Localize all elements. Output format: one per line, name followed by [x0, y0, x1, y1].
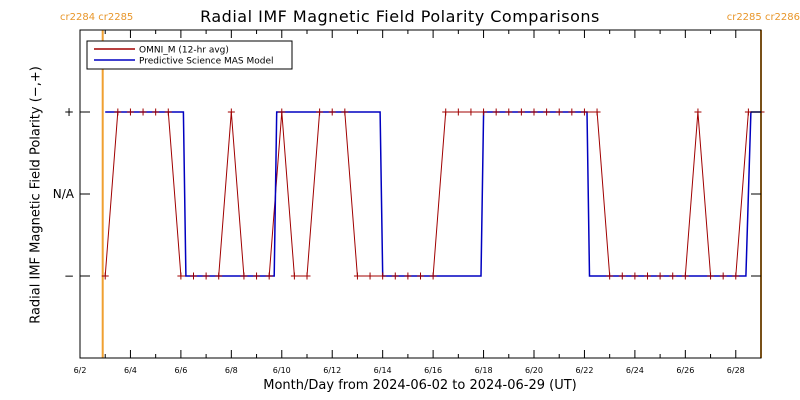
omni-data-point — [480, 108, 488, 116]
omni-data-point — [517, 108, 525, 116]
omni-data-point — [177, 272, 185, 280]
legend-box — [86, 40, 293, 70]
omni-data-point — [656, 272, 664, 280]
omni-data-point — [744, 108, 752, 116]
omni-data-point — [505, 108, 513, 116]
omni-data-point — [341, 108, 349, 116]
omni-data-point — [429, 272, 437, 280]
omni-data-point — [391, 272, 399, 280]
x-tick-label: 6/10 — [273, 366, 291, 375]
axis-ticks: 6/2 6/4 6/6 6/8 6/10 6/12 6/14 6/16 6/18 6/20 6/22… — [53, 30, 761, 375]
omni-data-point — [316, 108, 324, 116]
omni-data-point — [669, 272, 677, 280]
series-lines — [104, 111, 761, 277]
omni-data-point — [328, 108, 336, 116]
x-tick-label: 6/14 — [374, 366, 392, 375]
omni-data-point — [353, 272, 361, 280]
x-tick-label: 6/20 — [525, 366, 543, 375]
omni-data-point — [732, 272, 740, 280]
omni-data-point — [530, 108, 538, 116]
legend-label-model: Predictive Science MAS Model — [139, 57, 274, 67]
omni-data-point — [568, 108, 576, 116]
omni-data-point — [417, 272, 424, 280]
omni-data-point — [126, 108, 134, 116]
omni-data-point — [442, 108, 450, 116]
omni-data-point — [164, 108, 172, 116]
omni-data-point — [467, 108, 475, 116]
chart-title: Radial IMF Magnetic Field Polarity Compa… — [200, 7, 600, 26]
x-tick-label: 6/26 — [676, 366, 694, 375]
omni-data-point — [265, 272, 273, 280]
omni-data-point — [681, 272, 689, 280]
omni-data-point — [454, 108, 462, 116]
x-tick-label: 6/22 — [575, 366, 593, 375]
omni-data-point — [631, 272, 639, 280]
omni-data-point — [618, 272, 626, 280]
x-tick-label: 6/12 — [323, 366, 341, 375]
omni-data-point — [543, 108, 551, 116]
x-tick-label: 6/2 — [74, 366, 87, 375]
omni-data-point — [719, 272, 727, 280]
x-axis-label: Month/Day from 2024-06-02 to 2024-06-29 … — [263, 378, 577, 393]
omni-data-point — [290, 272, 298, 280]
plot-frame — [79, 29, 762, 359]
omni-data-point — [593, 108, 601, 116]
omni-data-point — [202, 272, 210, 280]
carrington-boundaries — [101, 30, 762, 358]
omni-data-point — [152, 108, 160, 116]
omni-data-point — [139, 108, 147, 116]
omni-data-point — [492, 108, 500, 116]
omni-data-point — [379, 272, 387, 280]
carrington-rotation-label-left: cr2284 cr2285 — [60, 12, 134, 23]
omni-data-point — [606, 272, 614, 280]
x-tick-label: 6/4 — [124, 366, 137, 375]
omni-data-point — [227, 108, 235, 116]
x-tick-label: 6/6 — [174, 366, 187, 375]
legend-label-omni: OMNI_M (12-hr avg) — [139, 46, 229, 56]
omni-data-point — [707, 272, 715, 280]
omni-data-point — [555, 108, 563, 116]
x-tick-label: 6/16 — [424, 366, 442, 375]
legend: OMNI_M (12-hr avg)Predictive Science MAS… — [86, 40, 293, 70]
x-tick-label: 6/28 — [727, 366, 745, 375]
omni-data-point — [644, 272, 651, 280]
y-tick-label: + — [64, 105, 74, 119]
y-tick-label: − — [64, 269, 74, 283]
omni-data-point — [215, 272, 223, 280]
y-tick-label: N/A — [53, 187, 75, 201]
omni-data-point — [101, 272, 109, 280]
omni-data-point — [278, 108, 286, 116]
omni-series-line — [104, 111, 761, 277]
x-tick-label: 6/18 — [475, 366, 493, 375]
omni-data-point — [253, 272, 261, 280]
omni-data-point — [694, 108, 702, 116]
x-tick-label: 6/24 — [626, 366, 644, 375]
omni-data-point — [366, 272, 374, 280]
model-series-line — [105, 111, 761, 277]
carrington-rotation-label-right: cr2285 cr2286 — [726, 12, 800, 23]
omni-data-point — [303, 272, 311, 280]
omni-data-point — [114, 108, 122, 116]
omni-data-point — [240, 272, 248, 280]
series-markers — [101, 108, 765, 280]
omni-data-point — [404, 272, 412, 280]
x-tick-label: 6/8 — [225, 366, 238, 375]
omni-data-point — [580, 108, 588, 116]
omni-data-point — [190, 272, 197, 280]
